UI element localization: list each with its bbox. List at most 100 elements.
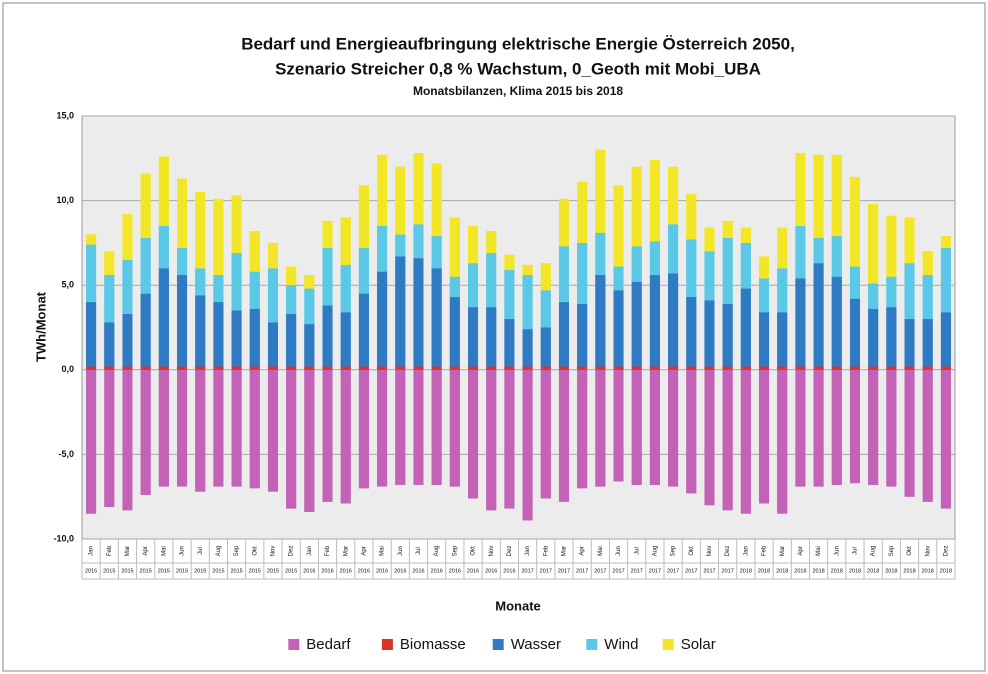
bar-segment: [104, 251, 115, 276]
bar-segment: [377, 271, 388, 367]
bar-segment: [122, 259, 133, 314]
x-group-label: 2018: [794, 568, 806, 574]
x-tick-label: Aug: [216, 546, 222, 557]
x-tick-label: Jan: [307, 546, 313, 556]
bar-segment: [631, 369, 642, 485]
bar-segment: [358, 369, 369, 489]
bar-segment: [540, 290, 551, 328]
x-group-label: 2015: [194, 568, 206, 574]
bar-segment: [904, 263, 915, 320]
x-group-label: 2015: [285, 568, 297, 574]
bar-segment: [831, 236, 842, 277]
x-tick-label: Mai: [598, 546, 604, 556]
x-tick-label: Jan: [525, 546, 531, 556]
bar-segment: [122, 313, 133, 367]
bar-segment: [504, 319, 515, 367]
bar-segment: [649, 369, 660, 485]
x-group-label: 2015: [176, 568, 188, 574]
bar-segment: [213, 366, 224, 370]
bar-segment: [522, 369, 533, 521]
x-group-label: 2016: [303, 568, 315, 574]
bar-segment: [649, 241, 660, 276]
plot-area: [81, 115, 956, 540]
bar-segment: [504, 366, 515, 370]
x-group-label: 2016: [449, 568, 461, 574]
bar-segment: [922, 366, 933, 370]
legend-swatch: [586, 639, 598, 650]
x-tick-label: Apr: [143, 546, 149, 555]
bar-segment: [340, 369, 351, 504]
bar-segment: [831, 366, 842, 370]
bar-segment: [759, 366, 770, 370]
bar-segment: [158, 366, 169, 370]
bar-segment: [395, 366, 406, 370]
bar-segment: [558, 198, 569, 247]
x-group-label: 2015: [85, 568, 97, 574]
bar-segment: [795, 153, 806, 226]
bar-segment: [558, 246, 569, 303]
x-group-label: 2016: [340, 568, 352, 574]
legend-label: Wind: [604, 636, 638, 653]
x-tick-label: Sep: [452, 545, 458, 556]
bar-segment: [940, 369, 951, 509]
bar-segment: [249, 308, 260, 367]
x-group-label: 2017: [540, 568, 552, 574]
x-tick-label: Jan: [89, 546, 95, 556]
bar-segment: [140, 369, 151, 496]
x-group-label: 2018: [831, 568, 843, 574]
bar-segment: [831, 369, 842, 485]
bar-segment: [613, 185, 624, 267]
bar-segment: [322, 369, 333, 502]
bar-segment: [540, 369, 551, 499]
x-tick-label: Nov: [271, 546, 277, 557]
x-group-label: 2016: [467, 568, 479, 574]
x-group-label: 2017: [594, 568, 606, 574]
x-group-label: 2015: [212, 568, 224, 574]
bar-segment: [849, 366, 860, 370]
bar-segment: [904, 217, 915, 264]
bar-segment: [86, 244, 97, 303]
bar-segment: [886, 369, 897, 487]
x-tick-label: Dez: [289, 546, 295, 557]
bar-segment: [358, 293, 369, 367]
bar-segment: [267, 322, 278, 367]
x-group-label: 2018: [758, 568, 770, 574]
x-tick-label: Dez: [943, 546, 949, 557]
bar-segment: [304, 366, 315, 370]
x-group-label: 2017: [612, 568, 624, 574]
bar-segment: [722, 237, 733, 304]
bar-segment: [158, 225, 169, 269]
legend-label: Bedarf: [306, 636, 351, 653]
x-tick-label: Feb: [543, 545, 549, 556]
bar-segment: [795, 278, 806, 367]
legend-swatch: [662, 639, 674, 650]
bar-segment: [831, 154, 842, 237]
x-tick-label: Nov: [489, 546, 495, 557]
bar-segment: [904, 369, 915, 497]
x-group-label: 2018: [867, 568, 879, 574]
x-group-label: 2018: [922, 568, 934, 574]
bar-segment: [740, 366, 751, 370]
x-group-label: 2016: [321, 568, 333, 574]
bar-segment: [195, 369, 206, 492]
bar-segment: [449, 297, 460, 367]
bar-segment: [613, 290, 624, 367]
x-tick-label: Dez: [725, 546, 731, 557]
x-tick-label: Mar: [562, 546, 568, 556]
x-axis-title: Monate: [495, 598, 541, 613]
bar-segment: [849, 298, 860, 367]
x-group-label: 2018: [940, 568, 952, 574]
x-tick-label: Jun: [180, 546, 186, 556]
bar-segment: [740, 242, 751, 289]
bar-segment: [231, 310, 242, 367]
bar-segment: [686, 369, 697, 494]
bar-segment: [86, 302, 97, 367]
bar-segment: [613, 369, 624, 482]
bar-segment: [486, 253, 497, 308]
bar-segment: [886, 366, 897, 370]
y-tick-label: -5,0: [58, 449, 74, 459]
x-group-label: 2018: [849, 568, 861, 574]
x-tick-label: Feb: [107, 545, 113, 556]
x-group-label: 2015: [249, 568, 261, 574]
x-group-label: 2017: [576, 568, 588, 574]
